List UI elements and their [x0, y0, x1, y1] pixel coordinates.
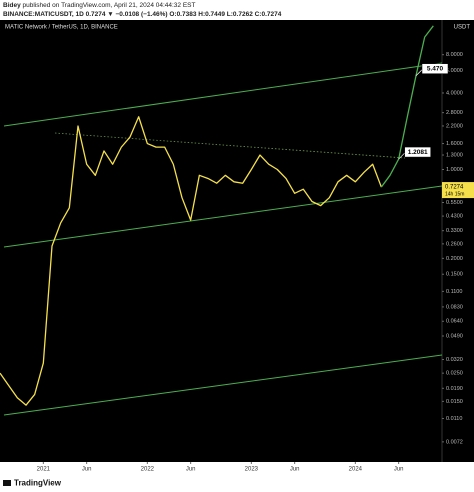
- y-tick-label: 0.3300: [446, 228, 463, 234]
- y-tick-label: 1.6000: [446, 141, 463, 147]
- footer: TradingView: [3, 479, 62, 488]
- publish-line: Bidey published on TradingView.com, Apri…: [3, 2, 195, 9]
- y-tick-label: 8.0000: [446, 52, 463, 58]
- annotation-text: 1.2081: [408, 149, 428, 156]
- y-tick-label: 0.0250: [446, 371, 463, 377]
- x-tick-label: 2021: [37, 467, 51, 473]
- last-price-box: [442, 182, 474, 199]
- annotation-text: 5.470: [427, 65, 444, 72]
- brand: TradingView: [14, 479, 62, 488]
- channel-lower: [3, 354, 442, 416]
- y-tick-label: 0.0110: [446, 416, 462, 422]
- y-tick-label: 1.0000: [446, 167, 463, 173]
- annotation-pointer: [415, 69, 423, 76]
- series-group: [0, 25, 434, 406]
- y-tick-label: 0.1100: [446, 289, 462, 295]
- channel-upper: [3, 62, 442, 127]
- y-tick-label: 4.0000: [446, 90, 463, 96]
- drawings: [3, 62, 442, 416]
- symbol-line: BINANCE:MATICUSDT, 1D 0.7274 ▼ −0.0108 (…: [3, 11, 282, 18]
- x-tick-label: Jun: [394, 467, 404, 473]
- chart-background: [0, 20, 474, 462]
- channel-middle: [3, 185, 442, 248]
- y-tick-label: 0.5500: [446, 200, 463, 206]
- y-tick-label: 0.0320: [446, 357, 463, 363]
- logo-icon: [3, 480, 11, 486]
- y-tick-label: 0.0072: [446, 439, 463, 445]
- published: published on TradingView.com, April 21, …: [22, 2, 196, 9]
- author: Bidey: [3, 2, 21, 9]
- y-tick-label: 0.0640: [446, 319, 463, 325]
- x-tick-label: Jun: [82, 467, 92, 473]
- y-tick-label: 0.0190: [446, 386, 463, 392]
- chart-title: MATIC Network / TetherUS, 1D, BINANCE: [5, 25, 118, 31]
- y-tick-label: 0.2600: [446, 241, 463, 247]
- y-tick-label: 0.0490: [446, 333, 463, 339]
- y-tick-label: 2.2000: [446, 123, 463, 129]
- x-tick-label: Jun: [186, 467, 196, 473]
- y-tick-label: 0.0150: [446, 399, 463, 405]
- annotation-box: [421, 63, 449, 74]
- y-tick-label: 2.8000: [446, 110, 463, 116]
- last-price-label: 0.7274: [445, 185, 464, 191]
- x-tick-label: 2023: [245, 467, 259, 473]
- x-tick-label: 2024: [349, 467, 363, 473]
- y-tick-label: 0.4300: [446, 214, 463, 220]
- y-tick-label: 0.1500: [446, 272, 463, 278]
- countdown: 14h 15m: [445, 191, 464, 197]
- currency: USDT: [454, 25, 471, 31]
- price-line: [380, 25, 434, 188]
- x-tick-label: Jun: [290, 467, 300, 473]
- x-tick-label: 2022: [141, 467, 155, 473]
- y-tick-label: 1.3000: [446, 152, 463, 158]
- y-tick-label: 0.2000: [446, 256, 463, 262]
- price-line: [0, 116, 382, 406]
- dotted-trendline: [54, 132, 406, 159]
- y-tick-label: 0.0830: [446, 304, 463, 310]
- annotation-box: [404, 146, 431, 158]
- annotation-pointer: [398, 152, 405, 160]
- y-tick-label: 6.0000: [446, 68, 463, 74]
